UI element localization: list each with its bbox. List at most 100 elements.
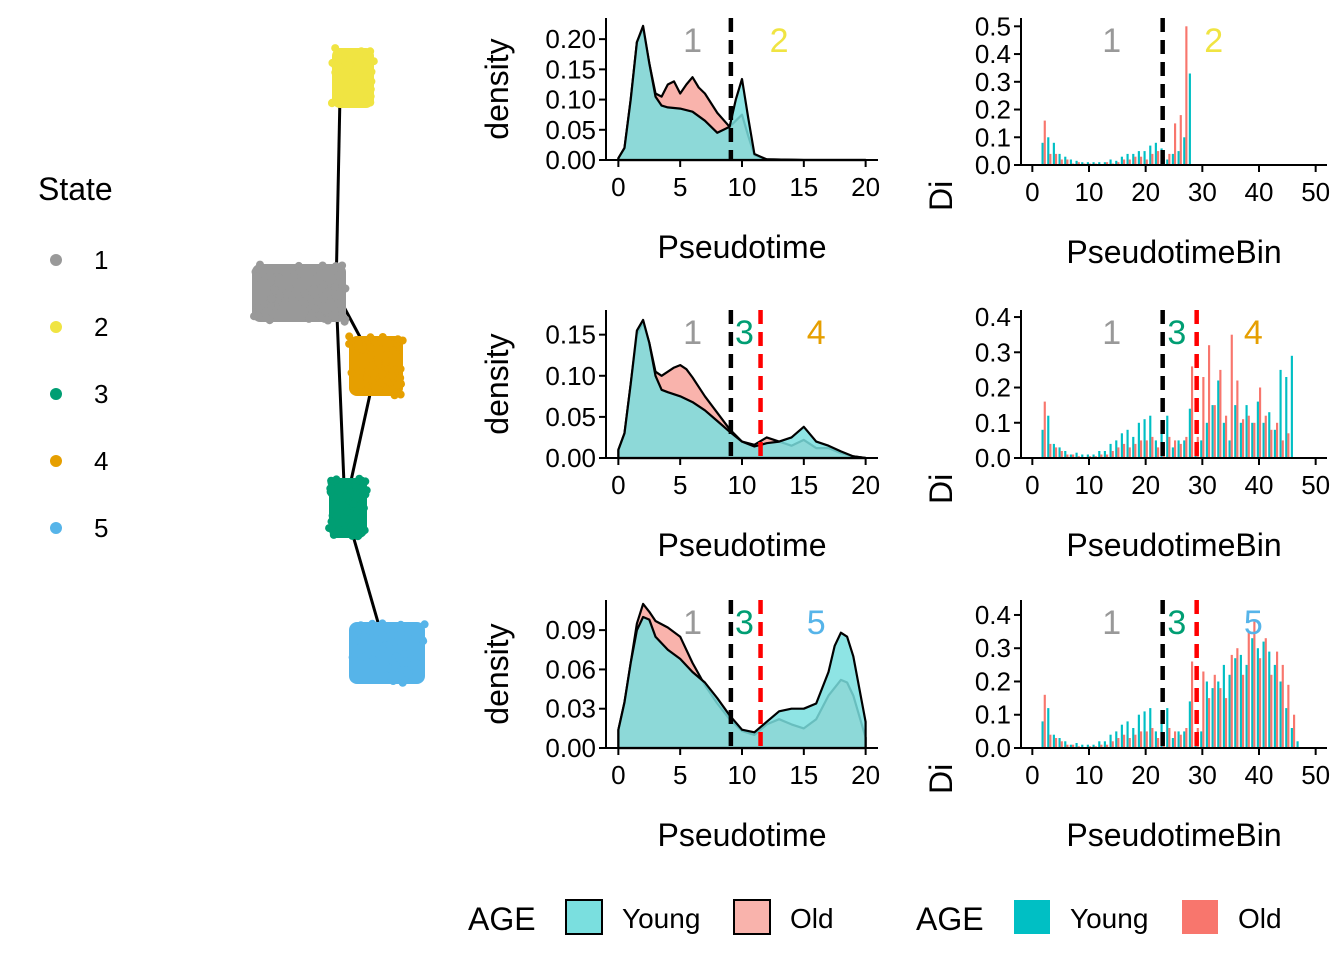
y-tick-label: 0.10 xyxy=(545,85,596,115)
bar-young xyxy=(1222,422,1225,458)
bar-young xyxy=(1041,142,1044,165)
x-tick-label: 5 xyxy=(673,760,687,790)
state-1-cell xyxy=(323,316,332,325)
bar-young xyxy=(1069,454,1072,458)
bar-young xyxy=(1188,73,1191,165)
state-1-cell xyxy=(338,261,347,270)
trajectory-plot: State 1 2 3 4 5 xyxy=(38,44,429,687)
state-5-cell xyxy=(356,621,365,630)
y-tick-label: 0.00 xyxy=(545,443,596,473)
state-1-cell xyxy=(250,312,258,321)
state-4-cell xyxy=(366,343,375,352)
state-3-cell xyxy=(342,491,351,500)
bar-old xyxy=(1191,366,1194,458)
state-4-cell xyxy=(382,356,391,365)
trajectory-branch-1 xyxy=(334,94,342,293)
bar-old xyxy=(1111,451,1114,458)
bar-old xyxy=(1270,429,1273,458)
state-2-cell xyxy=(333,73,341,82)
state-5-cell xyxy=(378,630,387,639)
y-tick-label: 0.0 xyxy=(975,733,1011,763)
state-1-cell xyxy=(276,291,285,300)
bar-young xyxy=(1052,734,1055,748)
y-axis-title: Div/cells in bin xyxy=(923,6,959,211)
bar-old xyxy=(1174,123,1177,165)
state-1-cell xyxy=(266,278,275,287)
bar-young xyxy=(1171,738,1174,748)
y-tick-label: 0.09 xyxy=(545,615,596,645)
bar-old xyxy=(1202,671,1205,748)
region-label-4: 4 xyxy=(807,314,826,352)
bar-young xyxy=(1245,405,1248,458)
bar-old xyxy=(1191,661,1194,748)
state-legend-label-4: 4 xyxy=(94,446,108,476)
bar-young xyxy=(1047,708,1050,748)
bar-old xyxy=(1106,162,1109,165)
state-1-cell xyxy=(262,313,271,322)
state-3-cell xyxy=(327,517,336,526)
bar-old xyxy=(1077,162,1080,165)
state-legend-dot-3 xyxy=(50,388,62,400)
state-4-cell xyxy=(357,366,366,375)
bar-old xyxy=(1043,120,1046,165)
x-tick-label: 10 xyxy=(728,172,757,202)
bar-old xyxy=(1174,731,1177,748)
x-tick-label: 0 xyxy=(611,760,625,790)
y-tick-label: 0.03 xyxy=(545,694,596,724)
panel-3: 1 3 5 0.00 0.03 0.06 0.09 0 5 10 15 20 Pseudotime den… xyxy=(479,600,880,853)
bar-young xyxy=(1279,369,1282,458)
density-legend-young-key xyxy=(565,899,603,935)
bar-young xyxy=(1120,156,1123,165)
bar-old xyxy=(1100,744,1103,748)
bar-young xyxy=(1064,156,1067,165)
bar-young xyxy=(1166,708,1169,748)
state-1-cell xyxy=(318,261,327,270)
bar-young xyxy=(1132,153,1135,165)
bar-young xyxy=(1183,440,1186,458)
density-young-area xyxy=(617,615,867,750)
panel-6: 1 3 5 0.00.1 0.20.30.4 0 10 20 30 40 50 PseudotimeB… xyxy=(923,600,1330,853)
bar-young xyxy=(1137,151,1140,165)
state-legend: 1 2 3 4 5 xyxy=(50,245,108,543)
bar-young xyxy=(1285,377,1288,458)
state-5-cell xyxy=(401,676,410,685)
region-label-1: 1 xyxy=(683,22,702,60)
bar-young xyxy=(1075,160,1078,165)
state-legend-dot-2 xyxy=(50,321,62,333)
region-label-5: 5 xyxy=(1244,604,1263,642)
bar-young xyxy=(1115,731,1118,748)
state-legend-dot-5 xyxy=(50,522,62,534)
bar-old xyxy=(1128,159,1131,165)
region-label-2: 2 xyxy=(770,22,789,60)
region-label-1: 1 xyxy=(1102,604,1121,642)
bar-young xyxy=(1132,728,1135,748)
state-4-cell xyxy=(361,387,370,396)
state-5-cell xyxy=(348,653,357,662)
state-legend-dot-4 xyxy=(50,455,62,467)
bar-young xyxy=(1211,405,1214,458)
state-1-cell xyxy=(267,295,276,303)
state-2-cell xyxy=(365,98,374,107)
bar-old xyxy=(1055,738,1058,748)
state-1-cell xyxy=(266,267,274,276)
state-legend-label-3: 3 xyxy=(94,379,108,409)
bar-young xyxy=(1154,440,1157,458)
bar-young xyxy=(1251,422,1254,458)
region-label-1: 1 xyxy=(683,604,702,642)
y-axis-title: density xyxy=(479,333,515,434)
y-tick-label: 0.2 xyxy=(975,373,1011,403)
bar-young xyxy=(1228,440,1231,458)
bar-legend-title: AGE xyxy=(916,901,984,937)
bar-young xyxy=(1217,681,1220,748)
x-axis-title: PseudotimeBin xyxy=(1066,817,1281,853)
state-2-cell xyxy=(328,58,337,67)
bar-old xyxy=(1242,674,1245,748)
state-5-cell xyxy=(378,644,387,653)
bar-young xyxy=(1058,447,1061,458)
state-1-cell xyxy=(260,299,269,308)
bar-young xyxy=(1245,664,1248,748)
state-4-cell xyxy=(366,333,375,342)
bar-young xyxy=(1188,701,1191,748)
state-5-cell xyxy=(385,664,394,673)
bar-young xyxy=(1268,412,1271,458)
